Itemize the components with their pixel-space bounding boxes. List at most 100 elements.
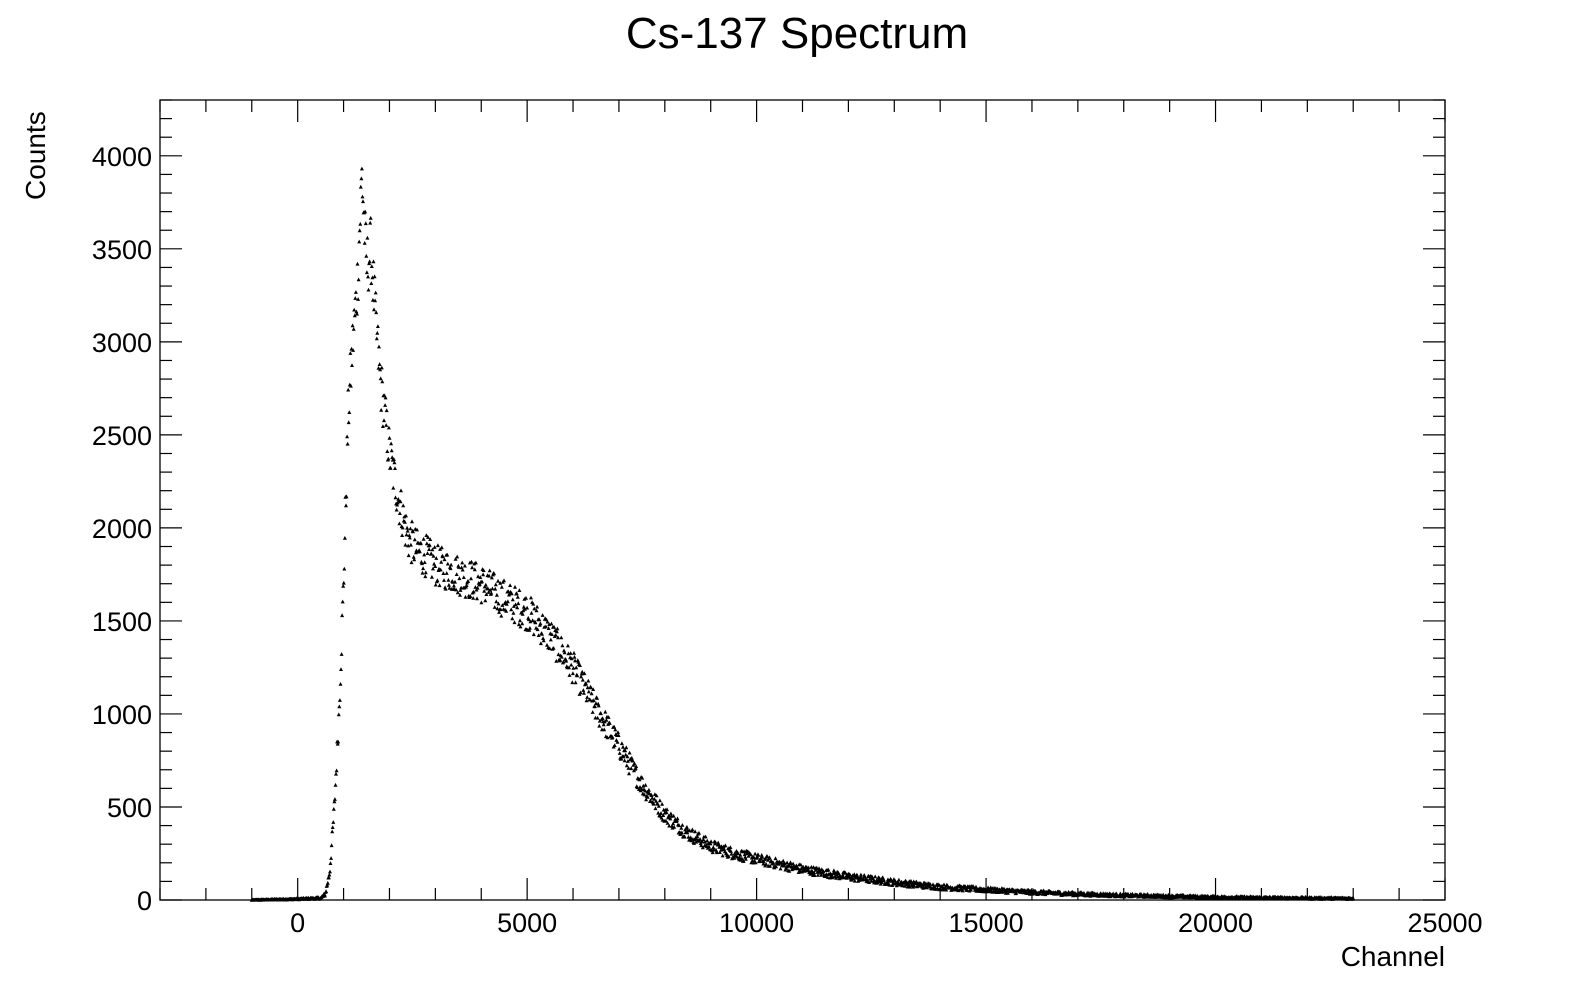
data-point <box>458 588 463 592</box>
data-point <box>541 638 546 643</box>
y-tick-label: 1000 <box>92 700 152 730</box>
data-point <box>499 613 504 618</box>
data-point <box>847 872 852 877</box>
data-point <box>383 403 388 407</box>
y-axis-label: Counts <box>20 111 51 200</box>
data-point <box>629 766 634 771</box>
data-point <box>346 420 351 425</box>
data-point <box>679 826 684 830</box>
data-point <box>584 681 589 686</box>
data-point <box>476 574 481 579</box>
data-point <box>612 724 617 729</box>
data-point <box>401 503 406 508</box>
data-point <box>524 595 528 600</box>
data-point <box>586 689 591 694</box>
y-tick-label: 3500 <box>92 235 152 265</box>
data-point <box>363 221 368 226</box>
data-point <box>578 663 582 667</box>
data-point <box>710 850 715 855</box>
data-point <box>445 561 450 566</box>
data-point <box>478 575 483 579</box>
data-point <box>472 567 477 572</box>
data-point <box>348 351 353 355</box>
data-point <box>405 525 410 530</box>
data-point <box>372 274 377 279</box>
data-point <box>429 574 434 579</box>
data-point <box>466 579 471 583</box>
data-point <box>393 495 398 500</box>
data-point <box>619 756 624 761</box>
data-point <box>493 586 498 591</box>
data-point <box>422 552 427 557</box>
y-tick-label: 500 <box>107 793 152 823</box>
data-point <box>759 857 764 861</box>
data-point <box>761 861 766 866</box>
data-point <box>660 802 665 806</box>
data-point <box>602 727 607 732</box>
data-point <box>355 311 359 316</box>
data-point <box>486 590 491 594</box>
data-point <box>914 879 919 884</box>
data-point <box>610 734 615 739</box>
data-point <box>468 594 473 598</box>
data-point <box>568 651 573 655</box>
data-point <box>481 572 486 577</box>
data-point <box>736 851 741 856</box>
data-point <box>373 290 378 295</box>
data-point <box>538 621 543 626</box>
data-point <box>461 575 466 579</box>
data-point <box>530 618 535 623</box>
data-point <box>675 816 680 821</box>
data-point <box>480 579 484 584</box>
data-point <box>598 711 603 716</box>
data-point <box>661 813 666 817</box>
data-point <box>587 697 592 702</box>
data-point <box>386 456 391 461</box>
data-point <box>767 855 772 859</box>
data-point <box>768 864 772 868</box>
data-point <box>554 658 559 663</box>
data-point <box>559 654 564 659</box>
data-point <box>895 879 900 884</box>
data-point <box>540 631 544 636</box>
data-point <box>496 578 500 583</box>
data-point <box>432 545 437 549</box>
data-point <box>723 843 728 848</box>
data-point <box>375 324 380 328</box>
data-point <box>359 176 364 181</box>
data-point <box>554 629 559 634</box>
data-point <box>533 620 538 625</box>
data-point <box>363 209 368 214</box>
data-point <box>858 872 863 877</box>
data-point <box>562 650 567 655</box>
data-point <box>339 652 344 656</box>
data-point <box>342 566 347 571</box>
data-point <box>663 818 668 823</box>
data-point <box>384 423 389 427</box>
data-point <box>535 604 540 609</box>
data-point <box>407 533 412 537</box>
data-point <box>505 599 510 604</box>
data-point <box>522 606 527 611</box>
data-point <box>377 344 381 349</box>
data-point <box>722 847 727 852</box>
data-point <box>352 307 357 312</box>
y-tick-label: 4000 <box>92 142 152 172</box>
data-point <box>585 695 590 699</box>
data-point <box>353 296 358 300</box>
data-point <box>350 363 354 367</box>
data-point <box>368 220 373 225</box>
data-point <box>412 537 417 542</box>
data-point <box>592 704 597 709</box>
data-point <box>368 215 373 220</box>
data-point <box>355 261 360 266</box>
data-point <box>695 834 700 839</box>
data-point <box>537 617 542 622</box>
data-point <box>761 859 766 864</box>
data-point <box>391 457 396 461</box>
data-point <box>382 418 386 423</box>
data-point <box>520 621 525 626</box>
data-point <box>569 662 574 667</box>
x-tick-label: 10000 <box>719 908 794 938</box>
